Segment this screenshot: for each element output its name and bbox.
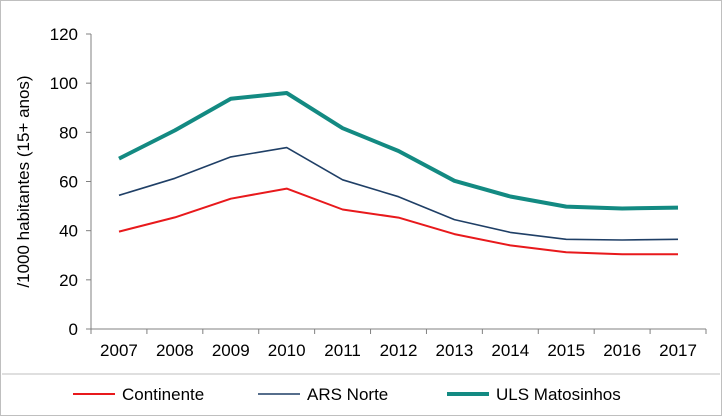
x-tick-label: 2012 (380, 341, 418, 360)
series-line-1 (118, 187, 678, 256)
x-tick-label: 2010 (268, 341, 306, 360)
x-tick-label: 2008 (156, 341, 194, 360)
x-tick-label: 2015 (547, 341, 585, 360)
series-line-2 (118, 146, 679, 241)
x-tick-label: 2014 (491, 341, 529, 360)
series-layer (118, 91, 679, 256)
y-axis-label: /1000 habitantes (15+ anos) (14, 75, 33, 287)
y-axis: 0 20 40 60 80 100 120 (50, 25, 92, 339)
x-tick-label: 2017 (659, 341, 697, 360)
legend-label-1: Continente (122, 385, 204, 404)
legend-label-2: ARS Norte (307, 385, 388, 404)
y-tick-label: 0 (69, 320, 78, 339)
series-line-3 (118, 91, 679, 211)
x-tick-label: 2007 (100, 341, 138, 360)
y-tick-label: 100 (50, 74, 78, 93)
y-tick-label: 120 (50, 25, 78, 44)
legend: Continente ARS Norte ULS Matosinhos (73, 385, 621, 404)
x-tick-label: 2013 (435, 341, 473, 360)
x-tick-label: 2011 (324, 341, 361, 360)
x-axis: 2007 2008 2009 2010 2011 2012 2013 2014 2015 2016… (90, 328, 707, 360)
y-tick-label: 40 (59, 222, 78, 241)
y-tick-label: 20 (59, 271, 78, 290)
x-tick-label: 2009 (212, 341, 250, 360)
x-tick-label: 2016 (603, 341, 641, 360)
legend-label-3: ULS Matosinhos (496, 385, 621, 404)
y-tick-label: 60 (59, 173, 78, 192)
y-tick-label: 80 (59, 123, 78, 142)
